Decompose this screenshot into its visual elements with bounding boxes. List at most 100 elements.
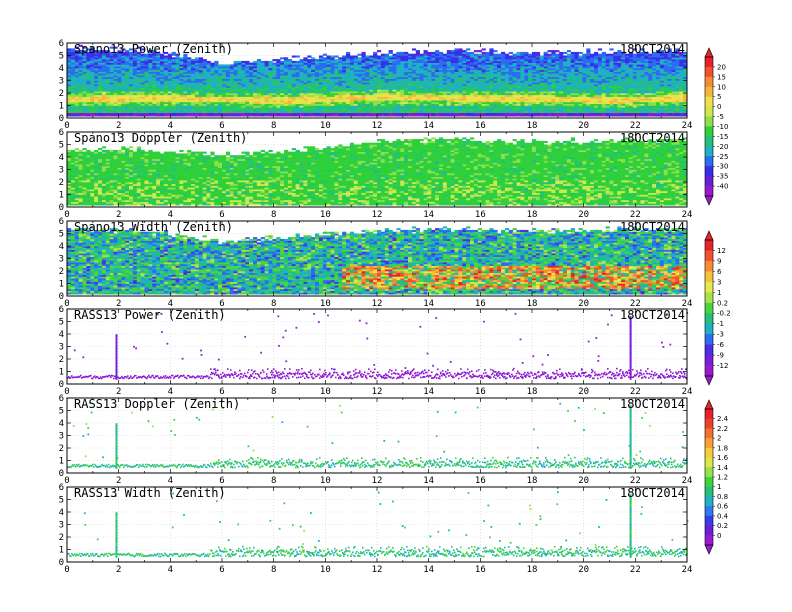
x-tick-label: 20 bbox=[578, 565, 589, 575]
colorbar-swatch bbox=[705, 506, 713, 516]
x-tick-label: 2 bbox=[116, 565, 121, 575]
colorbar-label: -40 bbox=[717, 183, 728, 191]
x-tick-label: 8 bbox=[271, 476, 276, 486]
colorbar-bottom-arrow bbox=[705, 196, 713, 205]
colorbar-swatch bbox=[705, 67, 713, 77]
colorbar-swatch bbox=[705, 526, 713, 536]
colorbar-swatch bbox=[705, 250, 713, 261]
y-tick-label: 3 bbox=[59, 343, 64, 353]
x-tick-label: 0 bbox=[64, 387, 69, 397]
colorbar-swatch bbox=[705, 324, 713, 335]
colorbar-label: 0 bbox=[717, 103, 721, 111]
colorbar-swatch bbox=[705, 261, 713, 272]
x-tick-label: 0 bbox=[64, 565, 69, 575]
x-tick-label: 6 bbox=[219, 565, 224, 575]
x-tick-label: 10 bbox=[320, 210, 331, 220]
y-tick-label: 6 bbox=[59, 128, 64, 138]
colorbar-label: 0.2 bbox=[717, 522, 728, 530]
colorbar-label: 10 bbox=[717, 83, 726, 91]
x-tick-label: 10 bbox=[320, 565, 331, 575]
x-tick-label: 20 bbox=[578, 121, 589, 131]
colorbar-swatch bbox=[705, 282, 713, 293]
x-tick-label: 12 bbox=[372, 387, 383, 397]
panel-title: Spano13 Power (Zenith) bbox=[74, 42, 233, 56]
colorbar-swatch bbox=[705, 271, 713, 282]
colorbar-label: 12 bbox=[717, 247, 726, 255]
x-tick-label: 18 bbox=[527, 387, 538, 397]
x-tick-label: 8 bbox=[271, 299, 276, 309]
x-tick-label: 8 bbox=[271, 121, 276, 131]
colorbar-swatch bbox=[705, 186, 713, 196]
colorbar-swatch bbox=[705, 136, 713, 146]
x-tick-label: 6 bbox=[219, 121, 224, 131]
y-tick-label: 6 bbox=[59, 394, 64, 404]
x-tick-label: 12 bbox=[372, 299, 383, 309]
x-tick-label: 24 bbox=[682, 565, 693, 575]
colorbar-label: 2.4 bbox=[717, 415, 729, 423]
y-tick-label: 2 bbox=[59, 355, 64, 365]
y-tick-label: 1 bbox=[59, 191, 64, 201]
colorbar-swatch bbox=[705, 419, 713, 429]
colorbar-label: 1.8 bbox=[717, 444, 728, 452]
panel-date: 18OCT2014 bbox=[620, 131, 685, 145]
colorbar-swatch bbox=[705, 313, 713, 324]
y-tick-label: 2 bbox=[59, 178, 64, 188]
x-tick-label: 14 bbox=[423, 299, 434, 309]
y-tick-label: 1 bbox=[59, 368, 64, 378]
y-tick-label: 1 bbox=[59, 102, 64, 112]
y-tick-label: 2 bbox=[59, 533, 64, 543]
colorbar-label: -12 bbox=[717, 362, 728, 370]
x-tick-label: 22 bbox=[630, 476, 641, 486]
colorbar-swatch bbox=[705, 428, 713, 438]
colorbar-label: -0.2 bbox=[717, 310, 731, 318]
panel-date: 18OCT2014 bbox=[620, 486, 685, 500]
x-tick-label: 4 bbox=[168, 476, 173, 486]
colorbar-label: 20 bbox=[717, 63, 726, 71]
y-tick-label: 6 bbox=[59, 217, 64, 227]
x-tick-label: 12 bbox=[372, 476, 383, 486]
y-tick-label: 6 bbox=[59, 39, 64, 49]
colorbar-label: 0.6 bbox=[717, 503, 729, 511]
colorbar-rass: 2.42.221.81.61.41.210.80.60.40.20 bbox=[705, 400, 729, 554]
x-tick-label: 10 bbox=[320, 476, 331, 486]
y-tick-label: 3 bbox=[59, 255, 64, 265]
x-tick-label: 8 bbox=[271, 387, 276, 397]
colorbar-swatch bbox=[705, 366, 713, 377]
colorbar-label: -1 bbox=[717, 320, 724, 328]
colorbar-label: -30 bbox=[717, 163, 728, 171]
colorbar-label: -3 bbox=[717, 331, 724, 339]
y-tick-label: 0 bbox=[59, 380, 64, 390]
colorbar-swatch bbox=[705, 77, 713, 87]
x-tick-label: 0 bbox=[64, 121, 69, 131]
x-tick-label: 2 bbox=[116, 476, 121, 486]
x-tick-label: 16 bbox=[475, 121, 486, 131]
x-tick-label: 16 bbox=[475, 565, 486, 575]
colorbar-top-arrow bbox=[705, 231, 713, 240]
colorbar-label: -10 bbox=[717, 123, 728, 131]
colorbar-label: 9 bbox=[717, 257, 721, 265]
colorbar-label: 0.4 bbox=[717, 512, 729, 520]
colorbar-label: 0.8 bbox=[717, 493, 728, 501]
colorbar-top-arrow bbox=[705, 48, 713, 57]
y-tick-label: 4 bbox=[59, 508, 64, 518]
colorbar-swatch bbox=[705, 240, 713, 251]
x-tick-label: 16 bbox=[475, 387, 486, 397]
y-tick-label: 1 bbox=[59, 457, 64, 467]
x-tick-label: 10 bbox=[320, 299, 331, 309]
x-tick-label: 14 bbox=[423, 121, 434, 131]
x-tick-label: 14 bbox=[423, 210, 434, 220]
colorbar-swatch bbox=[705, 166, 713, 176]
y-tick-label: 4 bbox=[59, 153, 64, 163]
colorbar-bottom-arrow bbox=[705, 545, 713, 554]
x-tick-label: 12 bbox=[372, 210, 383, 220]
panel-date: 18OCT2014 bbox=[620, 42, 685, 56]
colorbar-label: 5 bbox=[717, 93, 721, 101]
panel-date: 18OCT2014 bbox=[620, 220, 685, 234]
x-tick-label: 24 bbox=[682, 121, 693, 131]
y-tick-label: 1 bbox=[59, 546, 64, 556]
x-tick-label: 18 bbox=[527, 121, 538, 131]
x-tick-label: 10 bbox=[320, 121, 331, 131]
colorbar-swatch bbox=[705, 176, 713, 186]
